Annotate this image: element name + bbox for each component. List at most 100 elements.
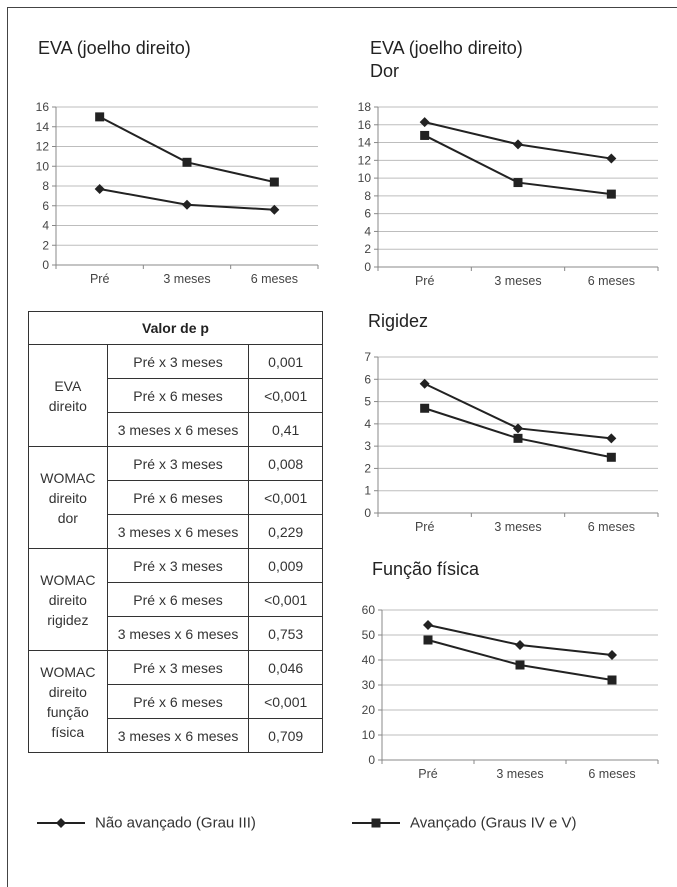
p-value-cell: 0,008 <box>248 446 323 481</box>
y-tick-label: 14 <box>358 136 372 150</box>
chart-4-title: Função física <box>372 559 480 579</box>
diamond-point <box>606 153 617 164</box>
x-tick-label: Pré <box>415 520 435 534</box>
p-value-table: Valor de p EVA direito Pré x 3 meses 0,001 P… <box>28 311 323 753</box>
y-tick-label: 4 <box>42 219 49 233</box>
table-row: WOMAC direito função física Pré x 3 meses 0,0… <box>28 650 323 753</box>
table-row: 3 meses x 6 meses 0,709 <box>29 718 323 753</box>
group-label: WOMAC direito função física <box>28 650 108 753</box>
comparison-cell: Pré x 6 meses <box>106 480 250 515</box>
table-row: WOMAC direito rigidez Pré x 3 meses 0,009 <box>28 548 323 651</box>
p-value-cell: 0,229 <box>248 514 323 549</box>
x-tick-label: 3 meses <box>163 272 210 286</box>
y-tick-label: 10 <box>358 171 372 185</box>
square-point <box>420 130 430 140</box>
diamond-point <box>515 640 525 650</box>
square-point <box>420 403 430 413</box>
diamond-point <box>513 139 523 150</box>
comparison-cell: 3 meses x 6 meses <box>106 718 250 753</box>
diamond-point <box>419 378 430 389</box>
y-tick-label: 5 <box>364 395 371 409</box>
p-value-cell: 0,046 <box>248 650 323 685</box>
y-tick-label: 0 <box>364 506 371 520</box>
y-tick-label: 50 <box>362 628 376 642</box>
comparison-cell: Pré x 3 meses <box>106 650 250 685</box>
y-tick-label: 14 <box>36 120 50 134</box>
square-point <box>607 675 617 685</box>
diamond-point <box>269 204 280 215</box>
p-value-cell: 0,009 <box>248 548 323 583</box>
chart-2-title: EVA (joelho direito) <box>370 38 523 58</box>
y-tick-label: 7 <box>364 350 371 364</box>
x-tick-label: Pré <box>90 272 110 286</box>
p-value-cell: <0,001 <box>248 480 323 515</box>
square-point <box>515 660 525 670</box>
table-row: WOMAC direito dor Pré x 3 meses 0,008 <box>28 446 323 549</box>
x-tick-label: 6 meses <box>251 272 298 286</box>
y-tick-label: 16 <box>36 100 50 114</box>
legend-label: Não avançado (Grau III) <box>95 814 256 832</box>
y-tick-label: 40 <box>362 653 376 667</box>
y-tick-label: 6 <box>42 199 49 213</box>
y-tick-label: 6 <box>364 372 371 386</box>
group-label: WOMAC direito rigidez <box>28 548 108 651</box>
p-value-cell: 0,001 <box>248 344 323 379</box>
x-tick-label: Pré <box>418 767 438 781</box>
x-tick-label: 6 meses <box>588 767 635 781</box>
x-tick-label: 3 meses <box>496 767 543 781</box>
chart-2-subtitle: Dor <box>370 61 400 81</box>
y-tick-label: 60 <box>362 603 376 617</box>
table-row: EVA direito Pré x 3 meses 0,001 <box>28 344 323 447</box>
square-point <box>95 112 105 122</box>
square-point <box>182 157 192 167</box>
y-tick-label: 12 <box>36 140 50 154</box>
square-point <box>423 635 433 645</box>
square-point <box>513 433 523 443</box>
diamond-point <box>513 423 523 434</box>
comparison-cell: Pré x 3 meses <box>106 446 250 481</box>
y-tick-label: 1 <box>364 484 371 498</box>
table-header: Valor de p <box>28 311 323 345</box>
x-tick-label: 6 meses <box>588 274 635 288</box>
y-tick-label: 0 <box>364 260 371 274</box>
y-tick-label: 8 <box>364 189 371 203</box>
figure-frame <box>7 7 677 887</box>
square-point <box>513 178 523 188</box>
y-tick-label: 8 <box>42 179 49 193</box>
square-point <box>606 452 616 462</box>
y-tick-label: 0 <box>42 258 49 272</box>
y-tick-label: 4 <box>364 224 371 238</box>
legend-item-avancado: Avançado (Graus IV e V) <box>350 814 576 832</box>
square-marker-icon <box>352 818 400 828</box>
table-row: 3 meses x 6 meses 0,41 <box>29 412 323 447</box>
table-row: Pré x 6 meses <0,001 <box>29 378 323 413</box>
p-value-cell: <0,001 <box>248 582 323 617</box>
y-tick-label: 4 <box>364 417 371 431</box>
square-point <box>606 189 616 199</box>
y-tick-label: 12 <box>358 153 372 167</box>
y-tick-label: 18 <box>358 100 372 114</box>
chart-eva-joelho-direito: 0 2 4 6 8 10 12 14 16 Pré 3 meses 6 meses <box>36 100 319 286</box>
y-tick-label: 16 <box>358 118 372 132</box>
y-tick-label: 10 <box>362 728 376 742</box>
chart-eva-dor: 0 2 4 6 8 10 12 14 16 18 Pré 3 meses 6 meses <box>358 100 659 288</box>
diamond-point <box>607 650 617 660</box>
chart-funcao-fisica: 0 10 20 30 40 50 60 Pré 3 meses 6 meses <box>362 603 659 781</box>
diamond-point <box>419 117 430 128</box>
y-tick-label: 30 <box>362 678 376 692</box>
p-value-cell: 0,709 <box>248 718 323 753</box>
y-tick-label: 0 <box>368 753 375 767</box>
table-header-row: Valor de p <box>28 311 323 345</box>
x-tick-label: 3 meses <box>494 520 541 534</box>
y-tick-label: 2 <box>364 242 371 256</box>
x-tick-label: 3 meses <box>494 274 541 288</box>
legend-label: Avançado (Graus IV e V) <box>410 814 577 832</box>
y-tick-label: 2 <box>364 461 371 475</box>
p-value-cell: 0,753 <box>248 616 323 651</box>
diamond-point <box>94 183 105 194</box>
comparison-cell: Pré x 6 meses <box>106 684 250 719</box>
square-point <box>269 177 279 187</box>
comparison-cell: Pré x 6 meses <box>106 582 250 617</box>
diamond-point <box>606 433 617 444</box>
diamond-point <box>182 199 192 210</box>
